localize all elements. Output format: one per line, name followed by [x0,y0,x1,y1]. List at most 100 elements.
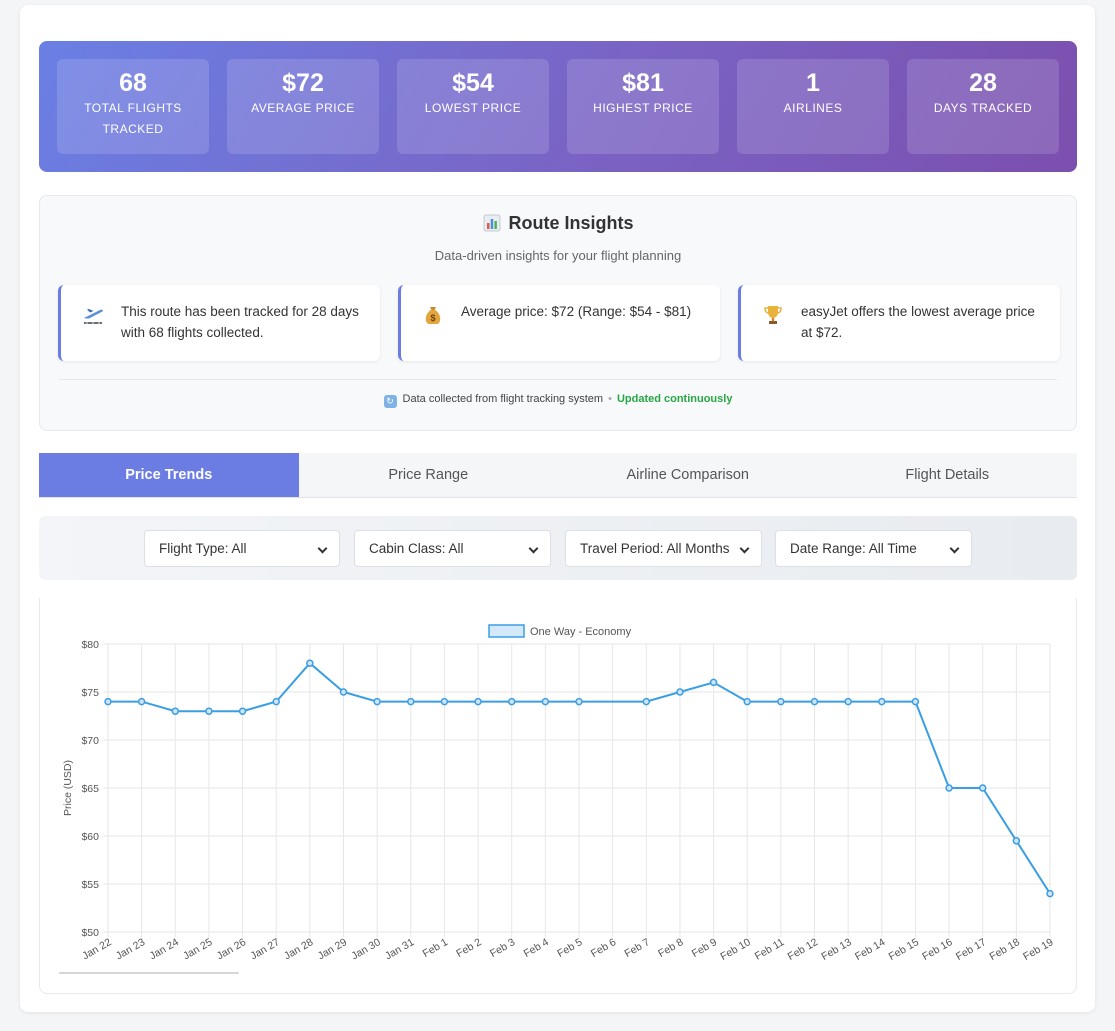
data-point[interactable] [878,697,886,706]
series-line [108,661,1051,895]
insights-heading: Route Insights [40,213,1076,234]
chart-legend[interactable]: One Way - Economy [488,624,632,638]
x-tick-label: Feb 4 [522,936,551,960]
x-tick-label: Jan 30 [349,936,382,962]
stat-label: AVERAGE PRICE [251,101,355,115]
stat-highest-price: $81 HIGHEST PRICE [567,59,719,154]
stat-lowest-price: $54 LOWEST PRICE [397,59,549,154]
x-tick-label: Feb 11 [753,936,787,962]
route-insights-panel: Route Insights Data-driven insights for … [39,195,1077,431]
data-point[interactable] [238,707,247,715]
legend-swatch [488,624,525,638]
data-point[interactable] [171,707,180,715]
x-tick-label: Feb 12 [786,936,820,963]
stat-value: $81 [622,69,664,97]
data-point[interactable] [541,697,550,706]
y-tick-label: $70 [81,735,99,747]
x-tick-label: Feb 10 [718,936,752,963]
y-tick-label: $65 [81,783,99,795]
insight-card-airline: easyJet offers the lowest average price … [738,285,1060,361]
stats-banner: 68 TOTAL FLIGHTS TRACKED $72 AVERAGE PRI… [39,41,1077,172]
data-point[interactable] [137,697,146,706]
data-point[interactable] [306,659,314,667]
stat-label: HIGHEST PRICE [593,101,693,115]
data-point[interactable] [810,697,819,706]
y-tick-label: $80 [81,639,99,651]
dashboard-card: 68 TOTAL FLIGHTS TRACKED $72 AVERAGE PRI… [20,5,1095,1012]
data-point[interactable] [272,697,280,706]
money-bag-icon: $ [425,307,441,324]
x-tick-label: Jan 28 [282,936,315,962]
series-one-way-economy [104,659,1054,898]
data-point[interactable] [844,697,852,706]
chart-grid [103,643,1051,937]
flight-type-select[interactable]: Flight Type: All [144,530,340,567]
data-point[interactable] [339,688,348,696]
data-point[interactable] [709,678,718,687]
insight-card-tracking: This route has been tracked for 28 days … [58,285,380,361]
data-point[interactable] [575,697,583,706]
data-point[interactable] [945,784,953,792]
stat-average-price: $72 AVERAGE PRICE [227,59,379,154]
insights-title: Route Insights [508,213,634,233]
tab-price-trends[interactable]: Price Trends [39,453,299,497]
travel-period-select[interactable]: Travel Period: All Months [565,530,762,567]
y-tick-label: $50 [81,927,99,939]
data-point[interactable] [911,697,920,706]
data-point[interactable] [373,697,381,706]
x-tick-label: Feb 14 [853,936,887,963]
filter-bar: Flight Type: All Cabin Class: All Travel… [39,516,1077,580]
stat-label: DAYS TRACKED [933,101,1033,115]
stat-days-tracked: 28 DAYS TRACKED [907,59,1059,154]
data-point[interactable] [642,697,651,706]
data-point[interactable] [205,707,213,715]
tab-price-range[interactable]: Price Range [388,467,469,483]
legend-label: One Way - Economy [530,626,632,638]
data-point[interactable] [440,697,449,706]
data-point[interactable] [777,697,785,706]
data-point[interactable] [1012,837,1021,845]
date-range-select[interactable]: Date Range: All Time [775,530,972,567]
data-point[interactable] [104,697,112,706]
x-tick-label: Feb 15 [887,936,921,963]
x-tick-label: Feb 3 [488,936,517,960]
x-tick-label: Feb 16 [920,936,954,963]
footer-source: Data collected from flight tracking syst… [402,393,604,405]
bar-chart-icon [483,214,500,232]
y-tick-label: $60 [81,831,99,843]
x-tick-label: Feb 1 [421,936,450,960]
line-chart: $50 $55 $60 $65 $70 $75 $80 Jan 22 Jan 23 Jan 24… [62,624,1056,963]
select-value: Flight Type: All [159,541,247,556]
x-tick-label: Jan 22 [80,936,113,962]
chevron-down-icon [949,543,960,554]
x-tick-label: Feb 17 [954,936,988,963]
chevron-down-icon [739,543,750,554]
tab-flight-details[interactable]: Flight Details [905,467,990,483]
trophy-icon [764,306,782,324]
select-value: Date Range: All Time [790,541,917,556]
x-tick-label: Feb 6 [589,936,618,960]
x-tick-label: Feb 5 [555,936,584,960]
select-value: Cabin Class: All [369,541,464,556]
price-trend-chart: $50 $55 $60 $65 $70 $75 $80 Jan 22 Jan 23 Jan 24… [39,598,1077,994]
data-point[interactable] [676,688,684,696]
tab-bar: Price Trends Price Range Airline Compari… [39,453,1077,498]
separator-dot: • [608,393,612,405]
data-point[interactable] [407,697,415,706]
chevron-down-icon [528,543,539,554]
tab-airline-comparison[interactable]: Airline Comparison [626,467,750,483]
stat-value: 1 [806,69,820,97]
data-point[interactable] [978,784,987,792]
y-axis-label: Price (USD) [62,760,74,816]
status-updated: Updated continuously [616,393,733,405]
data-point[interactable] [474,697,482,706]
data-point[interactable] [1046,889,1054,898]
stat-label: LOWEST PRICE [424,101,522,115]
insight-text: Average price: $72 (Range: $54 - $81) [461,304,692,319]
cabin-class-select[interactable]: Cabin Class: All [354,530,551,567]
data-point[interactable] [743,697,751,706]
divider [59,379,1057,380]
horizontal-scrollbar[interactable] [59,972,239,974]
stat-airlines: 1 AIRLINES [737,59,889,154]
data-point[interactable] [507,697,516,706]
